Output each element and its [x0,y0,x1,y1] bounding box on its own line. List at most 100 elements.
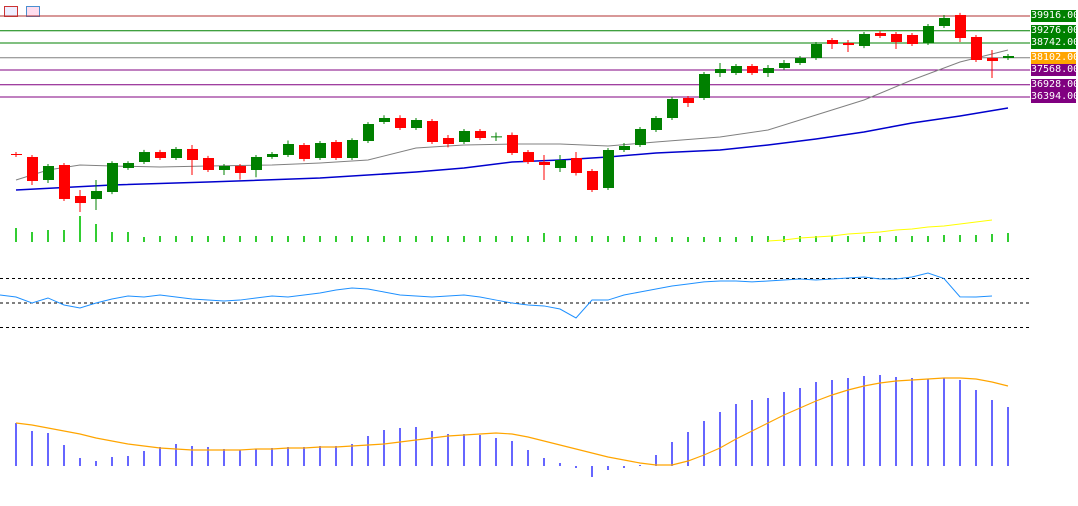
volume-bar [335,236,337,242]
volume-bar [127,232,129,242]
volume-ma-line [767,219,993,242]
volume-bar [527,236,529,242]
candle-body [923,26,934,43]
candle-body [203,158,214,170]
candle-body [539,162,550,165]
candle-body [107,162,118,192]
candle-body [507,134,518,153]
volume-bar [367,236,369,242]
rsi-line [0,272,993,319]
volume-bar [1007,233,1009,242]
candle-body [987,58,998,62]
volume-bar [319,236,321,242]
volume-bar [47,230,49,242]
candle-body [91,190,102,199]
candle-body [763,68,774,74]
candle-body [331,142,342,158]
price-level-label: 37568.00 [1031,63,1078,76]
candle-body [11,154,22,155]
volume-bar [895,236,897,242]
candle-body [699,74,710,98]
candle-body [891,34,902,42]
candle-body [251,156,262,170]
candle-body [843,42,854,46]
candle-body [555,160,566,168]
candle-body [619,146,630,150]
volume-bar [511,236,513,242]
price-level-label: 39276.00 [1031,24,1078,37]
volume-bar [31,232,33,242]
volume-bar [767,236,769,242]
volume-bar [223,236,225,242]
volume-bar [111,232,113,242]
volume-bar [783,236,785,242]
volume-bar [255,236,257,242]
candle-body [395,118,406,128]
candle-body [363,124,374,142]
candle-body [235,166,246,173]
candle-body [827,40,838,44]
volume-bar [655,237,657,242]
volume-bar [415,236,417,242]
candle-body [123,162,134,168]
candle-body [859,34,870,46]
volume-bar [799,236,801,242]
candle-body [315,143,326,158]
candle-body [267,154,278,157]
volume-bar [383,236,385,242]
volume-bar [911,236,913,242]
volume-bar [975,235,977,242]
candle-body [779,63,790,68]
candle-body [683,98,694,104]
volume-bar [351,236,353,242]
candle-body [299,145,310,159]
volume-bar [591,236,593,242]
volume-bar [159,236,161,242]
candle-body [955,14,966,38]
volume-bar [847,236,849,242]
candle-body [459,130,470,142]
volume-bar [191,236,193,242]
volume-bar [735,237,737,242]
volume-bar [703,237,705,242]
candle-body [155,152,166,158]
volume-bar [687,237,689,242]
candle-body [75,196,86,204]
volume-bar [447,236,449,242]
price-level-label: 36928.00 [1031,78,1078,91]
volume-bar [575,236,577,242]
candle-body [587,170,598,190]
volume-bar [831,236,833,242]
candle-body [1003,56,1014,58]
candle-body [811,44,822,58]
volume-bar [991,234,993,242]
candle-body [523,152,534,162]
volume-bar [751,236,753,242]
volume-bar [239,236,241,242]
volume-bar [271,236,273,242]
volume-bar [815,236,817,242]
volume-bar [207,236,209,242]
volume-bar [431,236,433,242]
price-level-label: 38102.00 [1031,51,1078,64]
volume-bar [943,235,945,242]
volume-bar [719,237,721,242]
price-level-label: 38742.00 [1031,36,1078,49]
volume-bar [303,236,305,242]
volume-bar [79,216,81,242]
volume-bar [543,233,545,242]
volume-bar [559,236,561,242]
volume-bar [479,236,481,242]
candle-body [907,34,918,44]
candle-body [219,166,230,170]
candle-body [603,150,614,188]
candle-body [475,130,486,138]
candle-body [715,69,726,74]
volume-bar [463,236,465,242]
volume-bar [671,237,673,242]
volume-bar [287,236,289,242]
candle-body [411,120,422,128]
volume-bar [95,224,97,242]
price-level-label: 39916.00 [1031,10,1078,22]
